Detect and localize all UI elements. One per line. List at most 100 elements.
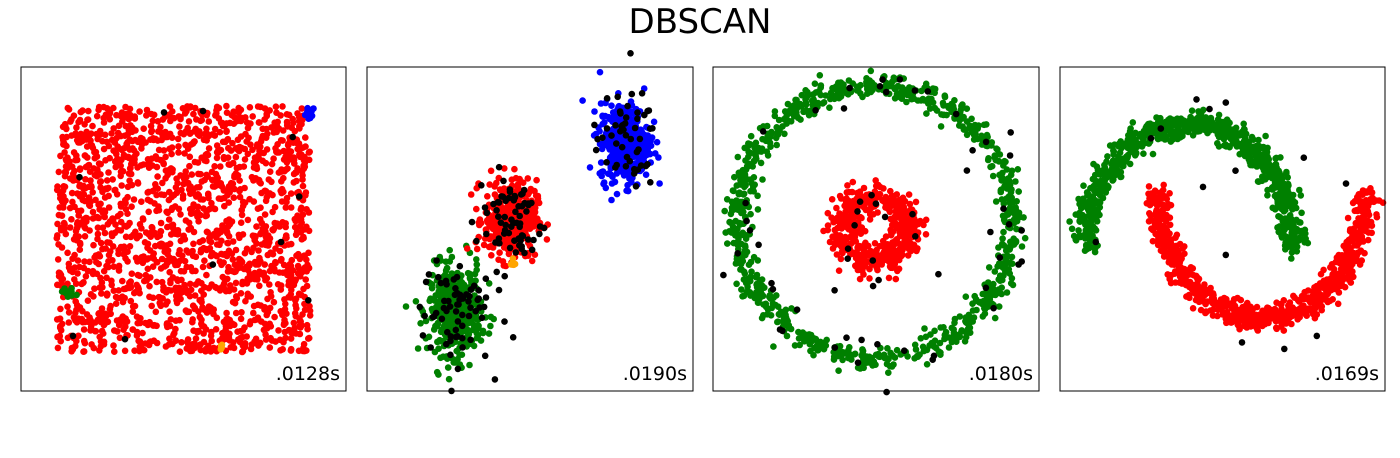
point-red: [105, 263, 112, 271]
point-noise: [481, 204, 489, 211]
point-noise: [518, 232, 526, 239]
point-green: [1003, 166, 1011, 173]
point-green: [970, 136, 978, 143]
point-green: [475, 322, 482, 330]
point-red: [61, 149, 68, 156]
point-red: [55, 168, 63, 176]
point-green: [428, 281, 436, 288]
point-red: [270, 225, 278, 233]
point-red: [172, 284, 179, 292]
point-red: [145, 188, 152, 196]
point-green: [999, 212, 1007, 220]
point-red: [61, 172, 69, 180]
point-red: [264, 295, 271, 303]
point-red: [859, 258, 866, 265]
point-green: [729, 201, 737, 208]
point-green: [68, 292, 76, 299]
point-green: [749, 163, 756, 170]
point-red: [116, 162, 123, 169]
point-red: [173, 175, 180, 182]
point-red: [229, 320, 236, 328]
point-red: [82, 224, 89, 232]
point-red: [263, 112, 271, 120]
point-red: [212, 170, 220, 178]
point-red: [274, 281, 282, 288]
point-red: [268, 160, 276, 168]
point-green: [998, 177, 1005, 184]
point-noise: [511, 237, 518, 244]
point-red: [244, 216, 252, 224]
point-red: [270, 129, 278, 136]
point-green: [856, 365, 864, 372]
point-green: [921, 325, 928, 332]
point-red: [119, 298, 127, 306]
point-green: [793, 112, 801, 120]
point-noise: [743, 217, 750, 225]
point-noise: [624, 102, 631, 110]
point-noise: [465, 298, 472, 305]
point-green: [1003, 267, 1011, 275]
point-red: [211, 163, 218, 170]
point-red: [287, 347, 295, 354]
point-red: [85, 161, 93, 169]
point-red: [298, 219, 306, 227]
point-red: [235, 109, 243, 116]
point-noise: [440, 304, 448, 312]
point-red: [76, 116, 84, 124]
point-noise: [452, 326, 460, 334]
point-red: [114, 212, 122, 220]
point-green: [817, 84, 824, 91]
point-red: [94, 230, 102, 238]
point-red: [166, 322, 174, 330]
point-green: [444, 314, 452, 321]
point-noise: [465, 312, 473, 320]
point-red: [154, 173, 161, 180]
point-red: [282, 204, 290, 211]
point-red: [199, 263, 207, 271]
point-red: [282, 334, 289, 342]
point-red: [112, 186, 119, 194]
point-red: [84, 116, 91, 124]
point-green: [931, 327, 938, 335]
point-red: [223, 127, 230, 135]
point-red: [105, 184, 112, 192]
point-red: [922, 231, 930, 238]
point-red: [168, 150, 175, 158]
point-red: [89, 122, 96, 130]
point-red: [899, 198, 906, 206]
point-red: [898, 226, 905, 234]
point-red: [155, 293, 163, 301]
point-red: [294, 212, 301, 219]
point-red: [236, 163, 243, 171]
point-red: [167, 287, 175, 294]
point-red: [162, 133, 169, 141]
point-red: [292, 231, 300, 239]
point-red: [238, 206, 245, 214]
point-green: [891, 354, 899, 361]
point-red: [891, 248, 899, 255]
point-red: [234, 328, 241, 336]
point-red: [824, 209, 832, 217]
point-red: [224, 239, 231, 247]
point-red: [278, 185, 286, 193]
point-red: [172, 292, 180, 300]
point-red: [198, 316, 205, 324]
point-red: [237, 256, 244, 264]
point-red: [200, 306, 208, 313]
point-green: [980, 121, 988, 129]
point-red: [54, 183, 61, 190]
point-red: [187, 103, 194, 110]
point-red: [232, 279, 240, 287]
point-red: [118, 182, 125, 189]
point-red: [229, 139, 236, 147]
point-noise: [452, 308, 460, 315]
point-red: [165, 216, 173, 223]
point-green: [885, 369, 892, 377]
point-red: [192, 267, 199, 275]
point-red: [68, 216, 75, 223]
point-noise: [473, 237, 480, 245]
point-green: [753, 271, 761, 279]
point-red: [129, 303, 137, 310]
point-red: [287, 204, 295, 211]
point-green: [931, 104, 939, 112]
